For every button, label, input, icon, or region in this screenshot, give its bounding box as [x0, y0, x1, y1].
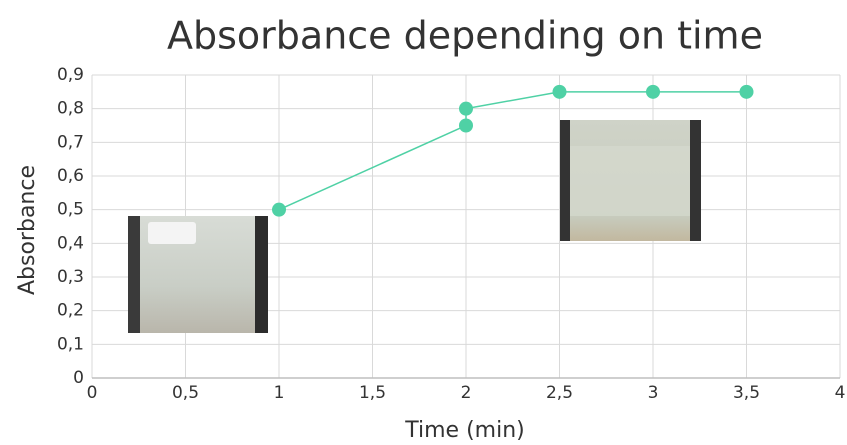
y-tick-label: 0	[73, 368, 84, 388]
beaker-photo-start	[128, 216, 268, 333]
liquid	[570, 146, 690, 216]
x-tick-label: 1	[274, 383, 285, 403]
chart: Absorbance depending on time Time (min) …	[0, 0, 847, 445]
photo-edge	[128, 216, 140, 333]
data-point	[553, 85, 567, 99]
y-tick-label: 0,3	[57, 267, 84, 287]
y-tick-label: 0,9	[57, 65, 84, 85]
data-point	[740, 85, 754, 99]
photo-edge	[255, 216, 268, 333]
y-tick-label: 0,2	[57, 301, 84, 321]
beaker-label	[148, 222, 196, 244]
x-tick-label: 3,5	[733, 383, 760, 403]
x-tick-label: 1,5	[359, 383, 386, 403]
chart-title: Absorbance depending on time	[167, 14, 763, 58]
y-tick-label: 0,7	[57, 132, 84, 152]
y-tick-label: 0,6	[57, 166, 84, 186]
photo-edge	[560, 120, 570, 241]
data-point	[646, 85, 660, 99]
y-tick-label: 0,4	[57, 233, 84, 253]
x-tick-label: 2,5	[546, 383, 573, 403]
y-axis-label: Absorbance	[15, 165, 40, 295]
photo-edge	[690, 120, 701, 241]
x-tick-label: 4	[835, 383, 846, 403]
x-tick-label: 0	[87, 383, 98, 403]
data-point	[459, 119, 473, 133]
x-tick-label: 3	[648, 383, 659, 403]
data-point	[272, 203, 286, 217]
y-tick-label: 0,8	[57, 99, 84, 119]
x-tick-label: 0,5	[172, 383, 199, 403]
y-tick-label: 0,1	[57, 334, 84, 354]
y-tick-label: 0,5	[57, 200, 84, 220]
x-axis-label: Time (min)	[404, 418, 525, 443]
x-tick-label: 2	[461, 383, 472, 403]
beaker-photo-end	[560, 120, 701, 241]
data-point	[459, 102, 473, 116]
